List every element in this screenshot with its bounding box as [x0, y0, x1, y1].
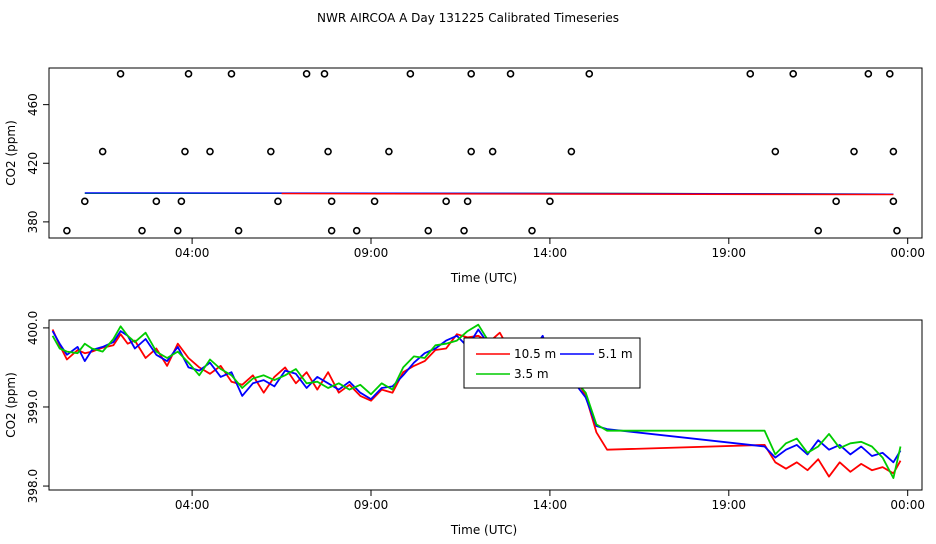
scatter-point	[893, 226, 901, 235]
y-tick-label: 460	[26, 93, 40, 116]
scatter-point	[274, 197, 282, 206]
scatter-point	[324, 147, 332, 156]
scatter-point	[63, 226, 71, 235]
legend-box	[463, 337, 641, 389]
scatter-point	[585, 70, 594, 78]
scatter-point	[850, 147, 858, 156]
scatter-point	[352, 226, 361, 235]
scatter-point	[832, 197, 840, 206]
scatter-point	[302, 70, 311, 78]
scatter-point	[116, 70, 125, 78]
x-tick-label: 00:00	[890, 246, 925, 260]
scatter-point	[152, 197, 161, 206]
series-line	[51, 328, 902, 464]
scatter-y-axis-label: CO2 (ppm)	[4, 120, 18, 186]
scatter-point	[370, 197, 379, 206]
x-tick-label: 19:00	[711, 498, 746, 512]
scatter-point	[138, 226, 146, 235]
x-tick-label: 00:00	[890, 498, 925, 512]
scatter-point	[789, 70, 797, 78]
scatter-point	[885, 70, 894, 78]
scatter-point	[488, 147, 497, 156]
line-plot-frame	[48, 319, 923, 491]
y-tick-label: 399.0	[26, 390, 40, 424]
x-tick-label: 09:00	[354, 246, 389, 260]
scatter-point	[546, 197, 554, 206]
scatter-point	[234, 226, 243, 235]
x-tick-label: 14:00	[533, 246, 568, 260]
scatter-point	[814, 226, 823, 235]
scatter-x-axis-label: Time (UTC)	[450, 271, 517, 285]
scatter-point	[442, 197, 450, 206]
legend-label: 5.1 m	[598, 347, 633, 361]
scatter-point	[424, 226, 433, 235]
scatter-point	[463, 197, 472, 206]
scatter-point	[327, 197, 336, 206]
scatter-point	[746, 70, 755, 78]
scatter-point	[320, 70, 329, 78]
scatter-point	[889, 147, 898, 156]
scatter-point	[864, 70, 873, 78]
x-tick-label: 04:00	[175, 498, 210, 512]
scatter-point	[181, 147, 189, 156]
legend-label: 10.5 m	[514, 347, 556, 361]
y-tick-label: 400.0	[26, 311, 40, 345]
scatter-point	[184, 70, 193, 78]
scatter-point	[327, 226, 336, 235]
scatter-panel: 04:00 09:00 14:00 19:00 00:00 380 420 460 Time …	[4, 67, 925, 285]
chart-title: NWR AIRCOA A Day 131225 Calibrated Times…	[317, 11, 619, 25]
scatter-point	[406, 70, 415, 78]
y-tick-label: 380	[26, 210, 40, 233]
legend-label: 3.5 m	[514, 367, 549, 381]
scatter-point	[467, 147, 475, 156]
x-tick-label: 14:00	[533, 498, 568, 512]
scatter-point	[98, 147, 107, 156]
scatter-point	[174, 226, 182, 235]
scatter-point	[80, 197, 89, 206]
scatter-point	[528, 226, 536, 235]
x-tick-label: 19:00	[711, 246, 746, 260]
scatter-point	[206, 147, 214, 156]
line-x-axis-label: Time (UTC)	[450, 523, 517, 537]
series-line	[51, 329, 902, 478]
y-tick-label: 420	[26, 152, 40, 175]
x-tick-label: 09:00	[354, 498, 389, 512]
scatter-point	[567, 147, 576, 156]
scatter-plot-frame	[48, 67, 923, 239]
scatter-series-line	[281, 192, 894, 196]
scatter-point	[889, 197, 898, 206]
scatter-point	[177, 197, 186, 206]
scatter-point	[506, 70, 515, 78]
scatter-point	[227, 70, 236, 78]
y-tick-label: 398.0	[26, 469, 40, 503]
x-tick-label: 04:00	[175, 246, 210, 260]
scatter-point	[467, 70, 475, 78]
series-line	[51, 323, 902, 479]
line-y-axis-label: CO2 (ppm)	[4, 372, 18, 438]
legend: 10.5 m 5.1 m 3.5 m	[463, 337, 641, 389]
scatter-point	[385, 147, 393, 156]
scatter-point	[771, 147, 780, 156]
scatter-point	[460, 226, 468, 235]
line-panel: 04:00 09:00 14:00 19:00 00:00 398.0 399.0 400.0…	[4, 311, 925, 537]
scatter-point	[267, 147, 275, 156]
